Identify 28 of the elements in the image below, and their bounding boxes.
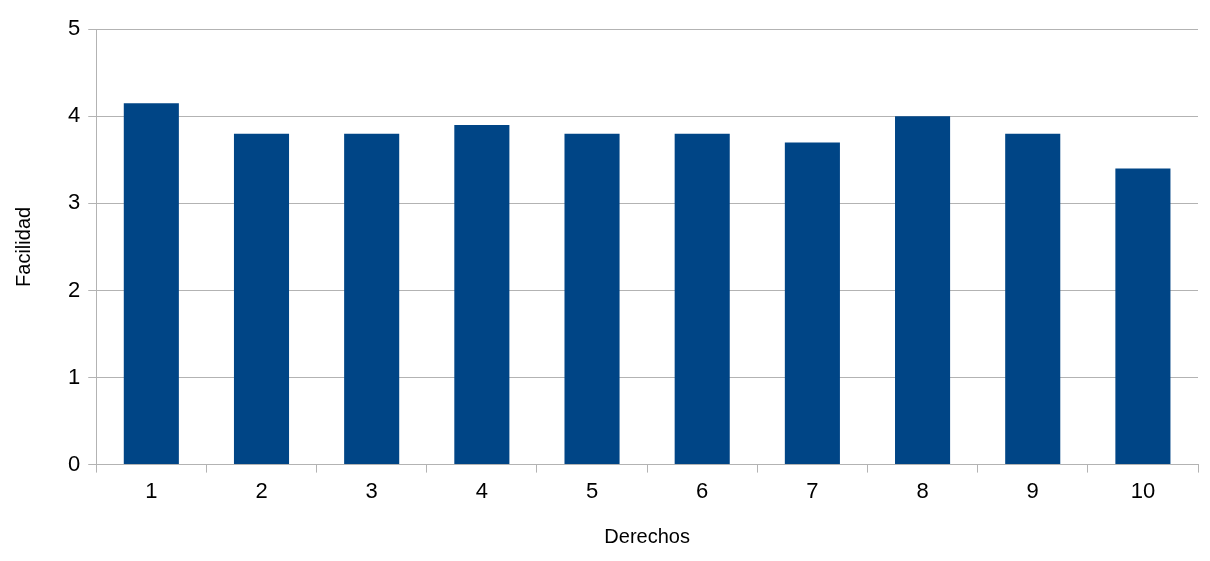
y-axis-title: Facilidad — [11, 206, 34, 287]
bar — [454, 124, 510, 465]
x-tick-label: 8 — [916, 477, 929, 503]
x-tick-label: 6 — [696, 477, 709, 503]
y-tick-label: 4 — [67, 102, 81, 128]
bar — [344, 133, 400, 465]
bar — [123, 103, 179, 465]
x-tick-label: 2 — [255, 477, 268, 503]
bar — [674, 133, 730, 465]
bar — [564, 133, 620, 465]
x-tick-label: 4 — [475, 477, 488, 503]
x-tick-label: 1 — [145, 477, 158, 503]
bar — [895, 116, 951, 465]
x-tick-label: 10 — [1130, 477, 1156, 503]
bar — [1115, 168, 1171, 465]
x-tick-label: 9 — [1026, 477, 1039, 503]
x-tick-label: 3 — [365, 477, 378, 503]
bar — [233, 133, 290, 465]
y-tick-label: 1 — [67, 363, 81, 389]
x-tick-label: 7 — [806, 477, 819, 503]
y-tick-label: 0 — [67, 450, 81, 476]
y-tick-label: 3 — [67, 189, 81, 215]
bar — [784, 142, 840, 465]
y-tick-label: 5 — [67, 15, 81, 41]
y-tick-label: 2 — [67, 276, 81, 302]
bar — [1005, 133, 1061, 465]
x-axis-title: Derechos — [604, 524, 690, 547]
x-tick-label: 5 — [585, 477, 599, 503]
